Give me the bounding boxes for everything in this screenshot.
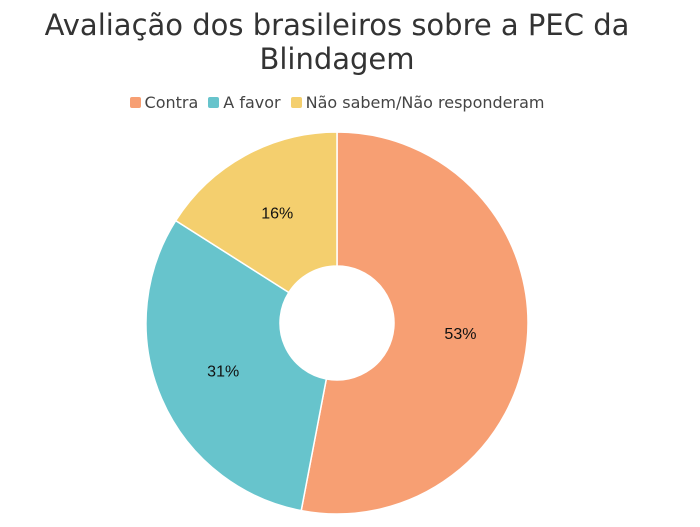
legend-swatch (208, 97, 220, 108)
legend-label: Não sabem/Não responderam (305, 93, 545, 112)
value-label: 16% (261, 206, 293, 223)
legend-label: A favor (223, 93, 281, 112)
legend-item: Não sabem/Não responderam (290, 93, 545, 112)
chart-title: Avaliação dos brasileiros sobre a PEC da… (44, 8, 630, 76)
value-label: 31% (207, 363, 239, 380)
slice (174, 131, 338, 294)
slice (145, 219, 328, 512)
value-label: 53% (444, 326, 476, 343)
legend-swatch (290, 97, 302, 108)
legend-item: A favor (208, 93, 281, 112)
legend-swatch (129, 97, 141, 108)
legend-label: Contra (144, 93, 199, 112)
legend-item: Contra (129, 93, 199, 112)
slice (300, 131, 529, 515)
legend: Contra A favor Não sabem/Não responderam (0, 93, 674, 112)
